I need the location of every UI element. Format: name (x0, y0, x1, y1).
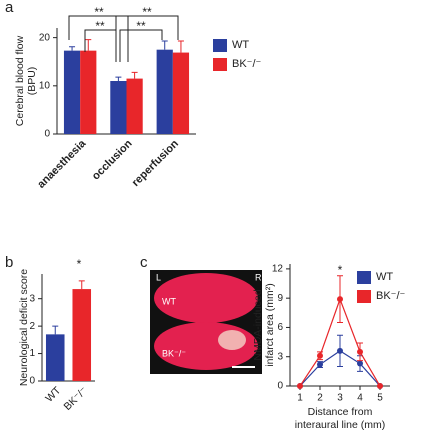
bar (45, 334, 65, 381)
y-tick-label: 2 (29, 321, 35, 332)
significance-label: ** (136, 19, 146, 33)
point (377, 383, 383, 389)
y-axis-label: Cerebral blood flow (14, 35, 26, 126)
y-axis-label: NMDA-induced (252, 289, 264, 360)
legend-label: BK⁻/⁻ (376, 290, 406, 302)
panel-label: a (5, 0, 14, 16)
bar (172, 52, 190, 135)
legend-swatch (213, 58, 227, 71)
bar (156, 49, 173, 134)
y-tick-label: 20 (39, 32, 51, 43)
point (297, 383, 303, 389)
significance-bracket (115, 15, 179, 62)
image-label: R (255, 272, 262, 282)
point (317, 352, 323, 359)
x-axis-label: Distance from (308, 406, 373, 418)
point (317, 361, 323, 368)
bar (80, 50, 97, 134)
y-tick-label: 0 (44, 129, 50, 140)
y-tick-label: 12 (272, 264, 284, 275)
y-tick-label: 10 (39, 80, 51, 91)
brain-slice (154, 273, 258, 323)
x-tick-label: occlusion (90, 137, 135, 182)
point (357, 360, 363, 367)
x-tick-label: 1 (297, 393, 303, 404)
error-bar (52, 325, 59, 335)
bar (63, 50, 81, 134)
x-tick-label: anaesthesia (35, 137, 89, 191)
image-label: WT (162, 296, 176, 306)
x-axis-label: interaural line (mm) (295, 419, 385, 431)
error-bar (78, 280, 85, 290)
y-axis-label: Neurological deficit score (18, 269, 30, 386)
image-label: BK⁻/⁻ (162, 348, 186, 358)
x-tick-label: BK⁻/⁻ (62, 384, 91, 413)
bar (72, 289, 92, 381)
error-bar (177, 40, 184, 53)
panel-label: c (140, 254, 148, 271)
error-bar (161, 40, 168, 50)
x-tick-label: 2 (317, 393, 323, 404)
error-bar (115, 76, 122, 81)
y-axis-label: (BPU) (26, 67, 38, 96)
y-tick-label: 0 (277, 381, 283, 392)
y-tick-label: 3 (277, 351, 283, 362)
bar (126, 78, 143, 134)
significance-label: * (338, 263, 343, 277)
panel-label: b (5, 254, 13, 271)
significance-label: * (77, 257, 82, 271)
error-bar (69, 46, 76, 51)
y-tick-label: 9 (277, 293, 283, 304)
x-tick-label: 3 (337, 393, 343, 404)
legend-label: WT (376, 271, 393, 283)
significance-bracket (119, 29, 163, 62)
x-tick-label: WT (43, 384, 63, 404)
point (337, 296, 343, 303)
y-tick-label: 6 (277, 322, 283, 333)
y-axis-label: infarct area (mm²) (264, 283, 276, 366)
significance-label: ** (95, 19, 105, 33)
significance-bracket (68, 15, 129, 62)
image-label: L (156, 272, 161, 282)
legend-swatch (213, 39, 227, 52)
infarct (218, 330, 246, 350)
x-tick-label: 4 (357, 393, 363, 404)
y-tick-label: 0 (29, 376, 35, 387)
legend-label: WT (232, 39, 249, 51)
legend-swatch (357, 290, 371, 303)
significance-label: ** (142, 5, 152, 19)
y-tick-label: 1 (29, 348, 35, 359)
y-tick-label: 3 (29, 293, 35, 304)
legend-label: BK⁻/⁻ (232, 58, 262, 70)
point (357, 348, 363, 355)
point (337, 347, 343, 354)
legend-swatch (357, 271, 371, 284)
significance-label: ** (94, 5, 104, 19)
x-tick-label: reperfusion (130, 137, 181, 188)
x-tick-label: 5 (377, 393, 383, 404)
bar (110, 81, 127, 134)
error-bar (131, 71, 138, 79)
error-bar (85, 39, 92, 51)
